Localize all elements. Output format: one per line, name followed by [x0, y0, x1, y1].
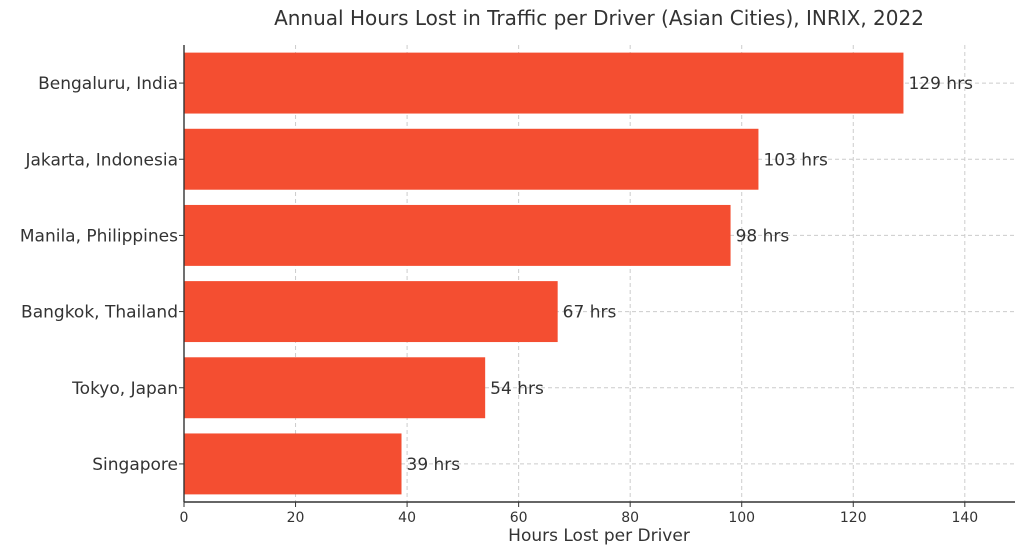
x-tick-label: 0 [180, 510, 189, 526]
category-label: Jakarta, Indonesia [25, 150, 179, 170]
bars [184, 52, 904, 495]
data-label: 129 hrs [908, 74, 973, 94]
category-label: Singapore [92, 455, 178, 475]
bar [184, 128, 759, 190]
data-label: 98 hrs [736, 226, 790, 246]
x-tick-label: 20 [287, 510, 305, 526]
x-tick-label: 100 [728, 510, 755, 526]
category-labels: Bengaluru, India 129 hrs Jakarta, Indonesi… [20, 74, 973, 475]
data-label: 39 hrs [407, 455, 461, 475]
bar [184, 433, 402, 495]
category-label: Tokyo, Japan [71, 379, 178, 399]
data-label: 54 hrs [490, 379, 544, 399]
category-label: Bengaluru, India [38, 74, 178, 94]
category-label: Manila, Philippines [20, 226, 178, 246]
axis-spines [183, 45, 1015, 503]
x-tick-label: 80 [621, 510, 639, 526]
bar [184, 281, 558, 343]
x-axis-ticks: 0 20 40 60 80 100 120 140 [179, 82, 978, 526]
data-label: 103 hrs [763, 150, 828, 170]
chart-title: Annual Hours Lost in Traffic per Driver … [274, 6, 924, 30]
category-label: Bangkok, Thailand [21, 303, 178, 323]
bar [184, 357, 486, 419]
bar [184, 204, 731, 266]
x-axis-title: Hours Lost per Driver [508, 526, 690, 546]
x-tick-label: 140 [951, 510, 978, 526]
bar [184, 52, 904, 114]
x-tick-label: 120 [840, 510, 867, 526]
x-tick-label: 60 [510, 510, 528, 526]
data-label: 67 hrs [563, 303, 617, 323]
x-tick-label: 40 [398, 510, 416, 526]
